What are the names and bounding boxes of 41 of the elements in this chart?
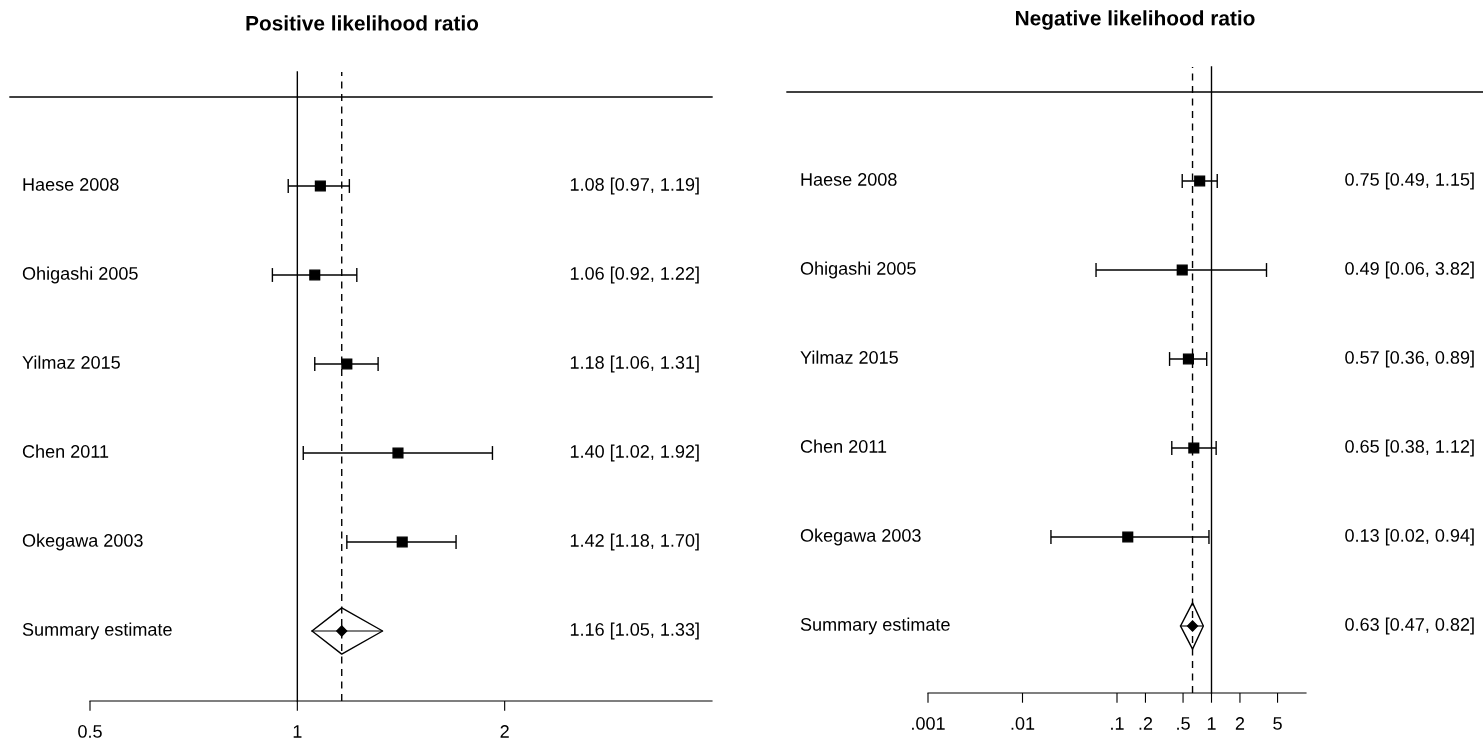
y-tick-label: Haese 2008 (801, 173, 897, 186)
x-tick-label: .2 (1139, 717, 1153, 730)
point (396, 536, 408, 548)
point (392, 447, 404, 459)
text: 1.42 [1.18, 1.70] (570, 533, 699, 551)
x-tick-label: .01 (1011, 717, 1035, 730)
y-tick-label: Yilmaz 2015 (22, 355, 120, 369)
point (314, 180, 326, 192)
x-tick-label: 1 (293, 725, 302, 738)
text: 1.06 [0.92, 1.22] (570, 266, 699, 284)
chart-title: Positive likelihood ratio (246, 15, 479, 31)
text: 0.13 [0.02, 0.94] (1345, 528, 1474, 546)
y-tick-label: Summary estimate (22, 622, 172, 640)
x-tick-label: 0.5 (78, 725, 102, 738)
y-tick-label: Summary estimate (800, 617, 950, 635)
text: 0.63 [0.47, 0.82] (1345, 617, 1474, 635)
y-tick-label: Haese 2008 (23, 178, 119, 191)
y-tick-label: Chen 2011 (800, 439, 887, 453)
text: 0.57 [0.36, 0.89] (1345, 350, 1474, 368)
point (309, 269, 321, 281)
x-tick-label: 2 (500, 725, 509, 738)
x-tick-label: 5 (1273, 717, 1282, 730)
text: 1.18 [1.06, 1.31] (570, 355, 699, 373)
x-tick-label: .001 (912, 717, 945, 730)
text: 0.65 [0.38, 1.12] (1345, 439, 1474, 457)
y-tick-label: Yilmaz 2015 (800, 350, 898, 364)
y-tick-label: Okegawa 2003 (22, 533, 143, 551)
x-tick-label: 1 (1207, 717, 1216, 730)
x-tick-label: .1 (1111, 717, 1124, 730)
text: 1.40 [1.02, 1.92] (570, 444, 699, 462)
y-tick-label: Ohigashi 2005 (800, 261, 916, 279)
y-tick-label: Ohigashi 2005 (22, 266, 138, 284)
x-tick-label: 2 (1235, 717, 1245, 730)
y-tick-label: Okegawa 2003 (800, 528, 921, 546)
chart-title: Negative likelihood ratio (1016, 10, 1255, 30)
text: 0.49 [0.06, 3.82] (1345, 261, 1474, 279)
text: 0.75 [0.49, 1.15] (1345, 172, 1474, 190)
text: 1.16 [1.05, 1.33] (570, 622, 699, 640)
y-tick-label: Chen 2011 (22, 444, 109, 458)
text: 1.08 [0.97, 1.19] (570, 177, 699, 195)
x-tick-label: .5 (1177, 717, 1190, 730)
